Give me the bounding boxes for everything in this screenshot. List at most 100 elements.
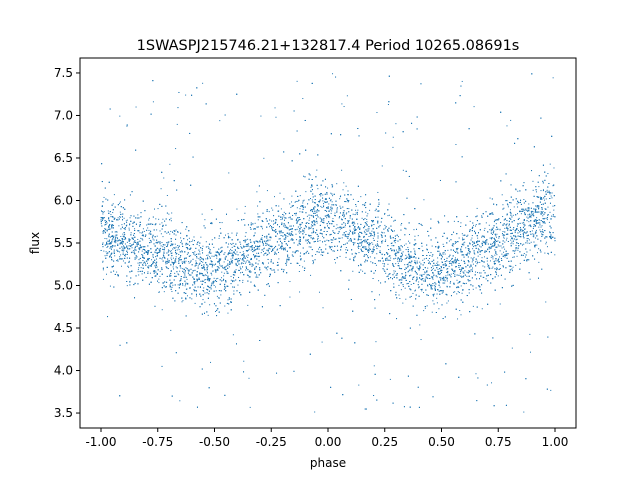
data-point [287,235,289,237]
data-point [210,361,212,363]
data-point [190,255,192,257]
data-point [278,258,280,260]
data-point [438,281,440,283]
data-point [165,263,167,265]
data-point [492,212,494,214]
data-point [442,243,444,245]
data-point [344,223,346,225]
data-point [125,253,127,255]
data-point [455,144,457,146]
data-point [404,264,406,266]
data-point [148,229,150,231]
data-point [443,251,445,253]
data-point [197,278,199,280]
data-point [414,290,416,292]
data-point [543,199,545,201]
data-point [509,209,511,211]
data-point [182,300,184,302]
data-point [176,123,178,125]
data-point [152,101,154,103]
data-point [504,241,506,243]
data-point [292,239,294,241]
data-point [458,260,460,262]
data-point [296,228,298,230]
data-point [357,223,359,225]
data-point [136,256,138,258]
data-point [523,243,525,245]
data-point [452,245,454,247]
data-point [179,266,181,268]
data-point [138,274,140,276]
data-point [395,239,397,241]
data-point [156,229,158,231]
data-point [288,217,290,219]
data-point [170,217,172,219]
data-point [416,266,418,268]
data-point [325,244,327,246]
data-point [195,261,197,263]
data-point [107,210,109,212]
data-point [364,239,366,241]
data-point [275,219,277,221]
data-point [330,247,332,249]
data-point [221,277,223,279]
data-point [385,272,387,274]
data-point [510,235,512,237]
data-point [381,165,383,167]
data-point [376,112,378,114]
data-point [242,281,244,283]
data-point [205,241,207,243]
data-point [487,263,489,265]
data-point [202,280,204,282]
data-point [524,256,526,258]
data-point [462,234,464,236]
data-point [289,203,291,205]
data-point [515,189,517,191]
data-point [306,215,308,217]
data-point [483,229,485,231]
data-point [126,222,128,224]
data-point [530,226,532,228]
data-point [512,228,514,230]
data-point [284,238,286,240]
data-point [154,261,156,263]
data-point [466,275,468,277]
data-point [453,243,455,245]
data-point [495,235,497,237]
data-point [437,268,439,270]
data-point [475,373,477,375]
data-point [449,262,451,264]
data-point [183,272,185,274]
data-point [514,252,516,254]
data-point [530,241,532,243]
data-point [140,237,142,239]
data-point [529,333,531,335]
data-point [472,246,474,248]
data-point [408,270,410,272]
data-point [242,262,244,264]
data-point [230,243,232,245]
data-point [170,329,172,331]
data-point [376,210,378,212]
data-point [213,284,215,286]
data-point [126,219,128,221]
data-point [506,214,508,216]
data-point [470,257,472,259]
data-point [224,257,226,259]
data-point [491,233,493,235]
data-point [184,275,186,277]
data-point [108,241,110,243]
data-point [413,229,415,231]
data-point [445,275,447,277]
data-point [418,287,420,289]
data-point [267,262,269,264]
data-point [242,251,244,253]
data-point [407,271,409,273]
data-point [398,246,400,248]
data-point [159,275,161,277]
data-point [136,243,138,245]
data-point [512,256,514,258]
data-point [471,235,473,237]
data-point [539,229,541,231]
data-point [481,215,483,217]
